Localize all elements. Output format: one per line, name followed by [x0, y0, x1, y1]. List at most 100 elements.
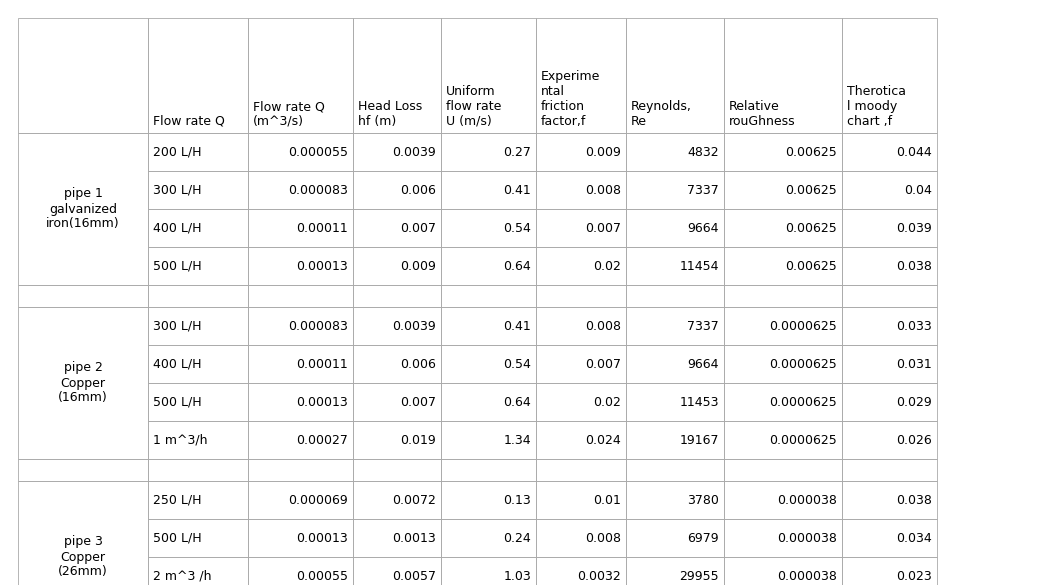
Text: 0.41: 0.41 — [503, 319, 531, 332]
Bar — [353, 459, 441, 481]
Bar — [842, 133, 937, 171]
Text: pipe 3
Copper
(26mm): pipe 3 Copper (26mm) — [58, 535, 108, 579]
Text: 0.008: 0.008 — [585, 184, 621, 197]
Bar — [536, 345, 626, 383]
Text: 0.000038: 0.000038 — [777, 570, 837, 583]
Text: 0.038: 0.038 — [896, 260, 932, 273]
Text: 0.64: 0.64 — [503, 395, 531, 408]
Bar — [536, 209, 626, 247]
Text: 0.008: 0.008 — [585, 532, 621, 545]
Bar — [18, 18, 148, 133]
Text: 11453: 11453 — [680, 395, 719, 408]
Bar — [626, 209, 724, 247]
Text: pipe 2
Copper
(16mm): pipe 2 Copper (16mm) — [58, 362, 108, 404]
Bar — [724, 209, 842, 247]
Text: 0.00011: 0.00011 — [296, 222, 348, 235]
Bar — [353, 285, 441, 307]
Bar — [249, 171, 353, 209]
Text: 7337: 7337 — [687, 184, 719, 197]
Text: 500 L/H: 500 L/H — [153, 395, 202, 408]
Bar — [536, 459, 626, 481]
Bar — [249, 519, 353, 557]
Text: 0.00625: 0.00625 — [785, 222, 837, 235]
Bar — [441, 557, 536, 585]
Text: 0.007: 0.007 — [585, 222, 621, 235]
Text: 4832: 4832 — [687, 146, 719, 159]
Bar — [148, 383, 249, 421]
Text: 500 L/H: 500 L/H — [153, 532, 202, 545]
Bar — [441, 459, 536, 481]
Bar — [249, 421, 353, 459]
Text: 0.008: 0.008 — [585, 319, 621, 332]
Bar — [724, 133, 842, 171]
Text: 0.038: 0.038 — [896, 494, 932, 507]
Bar — [724, 307, 842, 345]
Bar — [536, 307, 626, 345]
Bar — [441, 133, 536, 171]
Bar — [148, 481, 249, 519]
Bar — [441, 421, 536, 459]
Bar — [249, 133, 353, 171]
Bar — [842, 285, 937, 307]
Text: 0.0032: 0.0032 — [578, 570, 621, 583]
Bar — [249, 18, 353, 133]
Text: 0.044: 0.044 — [896, 146, 932, 159]
Bar — [626, 557, 724, 585]
Bar — [536, 247, 626, 285]
Bar — [249, 209, 353, 247]
Bar — [626, 133, 724, 171]
Text: 0.0000625: 0.0000625 — [769, 433, 837, 446]
Text: 0.006: 0.006 — [400, 184, 436, 197]
Bar — [148, 557, 249, 585]
Text: 0.13: 0.13 — [503, 494, 531, 507]
Text: Relative
rouGhness: Relative rouGhness — [729, 100, 795, 128]
Bar — [441, 383, 536, 421]
Text: 300 L/H: 300 L/H — [153, 319, 202, 332]
Text: Therotica
l moody
chart ,f: Therotica l moody chart ,f — [847, 85, 906, 128]
Text: 29955: 29955 — [680, 570, 719, 583]
Bar — [536, 18, 626, 133]
Text: 0.41: 0.41 — [503, 184, 531, 197]
Bar — [626, 345, 724, 383]
Bar — [148, 285, 249, 307]
Bar — [536, 383, 626, 421]
Text: 0.00625: 0.00625 — [785, 260, 837, 273]
Bar — [536, 133, 626, 171]
Bar — [249, 459, 353, 481]
Bar — [249, 383, 353, 421]
Text: 7337: 7337 — [687, 319, 719, 332]
Bar — [626, 18, 724, 133]
Text: 200 L/H: 200 L/H — [153, 146, 202, 159]
Bar — [148, 519, 249, 557]
Text: pipe 1
galvanized
iron(16mm): pipe 1 galvanized iron(16mm) — [46, 188, 120, 230]
Text: 0.04: 0.04 — [904, 184, 932, 197]
Bar — [353, 421, 441, 459]
Bar — [441, 171, 536, 209]
Bar — [536, 481, 626, 519]
Bar — [724, 481, 842, 519]
Bar — [18, 133, 148, 285]
Bar — [724, 247, 842, 285]
Bar — [148, 247, 249, 285]
Bar — [536, 519, 626, 557]
Bar — [842, 557, 937, 585]
Bar — [249, 481, 353, 519]
Bar — [626, 307, 724, 345]
Bar — [353, 133, 441, 171]
Bar — [353, 18, 441, 133]
Text: Experime
ntal
friction
factor,f: Experime ntal friction factor,f — [541, 70, 600, 128]
Bar — [148, 459, 249, 481]
Text: 0.00011: 0.00011 — [296, 357, 348, 370]
Text: 11454: 11454 — [680, 260, 719, 273]
Text: 0.023: 0.023 — [896, 570, 932, 583]
Bar — [842, 459, 937, 481]
Text: 0.000038: 0.000038 — [777, 532, 837, 545]
Bar — [724, 285, 842, 307]
Bar — [441, 481, 536, 519]
Text: 0.27: 0.27 — [503, 146, 531, 159]
Bar — [18, 307, 148, 459]
Bar — [724, 345, 842, 383]
Bar — [626, 247, 724, 285]
Bar — [536, 171, 626, 209]
Text: 0.54: 0.54 — [503, 357, 531, 370]
